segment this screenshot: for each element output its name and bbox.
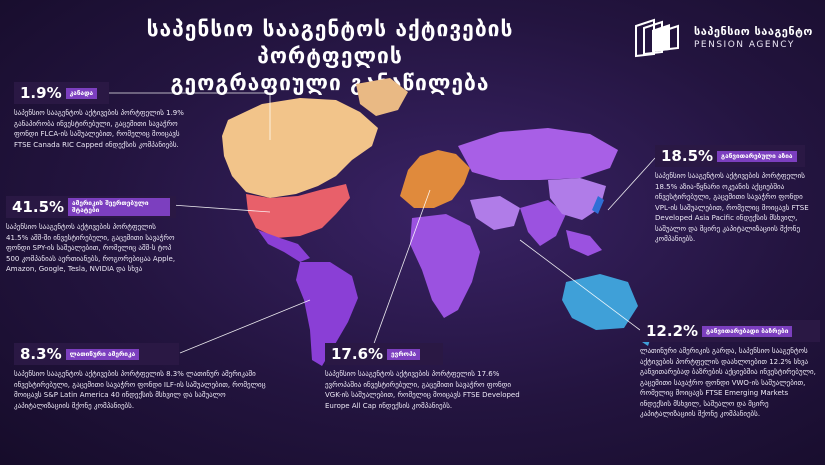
emerging-label: განვითარებადი ბაზრები — [702, 325, 793, 337]
region-canada: 1.9% კანადა საპენსიო სააგენტოს აქტივების… — [14, 82, 190, 150]
title-line-2: გეოგრაფიული განაწილება — [170, 71, 490, 95]
latin-america-label: ლათინური ამერიკა — [65, 348, 140, 360]
connector-europe — [371, 189, 431, 350]
europe-percent: 17.6% — [331, 345, 384, 363]
map-greenland — [356, 78, 408, 116]
map-east-asia — [548, 178, 606, 220]
canada-description: საპენსიო სააგენტოს აქტივების პორტფელის 1… — [14, 109, 184, 149]
connector-canada — [100, 92, 271, 140]
region-developed-asia: 18.5% განვითარებული აზია საპენსიო სააგენ… — [655, 145, 813, 245]
map-canada — [222, 98, 378, 198]
emerging-description: ლათინური ამერიკის გარდა, საპენსიო სააგენ… — [640, 347, 816, 418]
logo-name-en: PENSION AGENCY — [694, 40, 795, 50]
usa-header: 41.5% ამერიკის შეერთებული შტატები — [6, 196, 176, 218]
usa-label: ამერიკის შეერთებული შტატები — [68, 198, 170, 216]
logo-mark-icon — [635, 18, 679, 58]
emerging-percent: 12.2% — [646, 322, 699, 340]
map-south-asia — [520, 200, 566, 246]
connector-asia — [607, 157, 656, 211]
latin-america-header: 8.3% ლათინური ამერიკა — [14, 343, 179, 365]
canada-header: 1.9% კანადა — [14, 82, 109, 104]
canada-percent: 1.9% — [20, 84, 62, 102]
map-africa — [410, 214, 480, 318]
map-central-america — [258, 230, 310, 262]
map-usa — [246, 184, 350, 238]
map-middle-east — [470, 196, 520, 230]
latin-america-percent: 8.3% — [20, 345, 62, 363]
asia-percent: 18.5% — [661, 147, 714, 165]
europe-label: ევროპა — [387, 348, 421, 360]
pension-agency-logo: საპენსიო სააგენტო PENSION AGENCY — [632, 18, 812, 58]
emerging-header: 12.2% განვითარებადი ბაზრები — [640, 320, 820, 342]
latin-america-description: საპენსიო სააგენტოს აქტივების პორტფელის 8… — [14, 370, 266, 410]
usa-percent: 41.5% — [12, 198, 65, 216]
connector-emerging — [519, 239, 641, 331]
map-australia — [562, 274, 638, 330]
title-line-1: საპენსიო სააგენტოს აქტივების პორტფელის — [146, 17, 514, 68]
region-usa: 41.5% ამერიკის შეერთებული შტატები საპენს… — [6, 196, 176, 275]
connector-latam — [179, 299, 311, 354]
region-latin-america: 8.3% ლათინური ამერიკა საპენსიო სააგენტოს… — [14, 343, 276, 411]
usa-description: საპენსიო სააგენტოს აქტივების პორტფელის 4… — [6, 223, 176, 273]
asia-label: განვითარებული აზია — [717, 150, 797, 162]
asia-header: 18.5% განვითარებული აზია — [655, 145, 805, 167]
page-title: საპენსიო სააგენტოს აქტივების პორტფელის გ… — [70, 16, 590, 97]
map-japan — [592, 196, 604, 214]
region-europe: 17.6% ევროპა საპენსიო სააგენტოს აქტივები… — [325, 343, 520, 411]
logo-name-ka: საპენსიო სააგენტო — [694, 25, 813, 38]
europe-description: საპენსიო სააგენტოს აქტივების პორტფელის 1… — [325, 370, 520, 410]
canada-label: კანადა — [65, 87, 98, 99]
europe-header: 17.6% ევროპა — [325, 343, 443, 365]
map-europe — [400, 150, 470, 208]
asia-description: საპენსიო სააგენტოს აქტივების პორტფელის 1… — [655, 172, 809, 243]
connector-usa — [171, 204, 271, 213]
map-russia — [458, 128, 618, 180]
map-se-asia — [566, 230, 602, 256]
region-emerging-markets: 12.2% განვითარებადი ბაზრები ლათინური ამე… — [640, 320, 820, 420]
map-south-america — [296, 262, 358, 366]
